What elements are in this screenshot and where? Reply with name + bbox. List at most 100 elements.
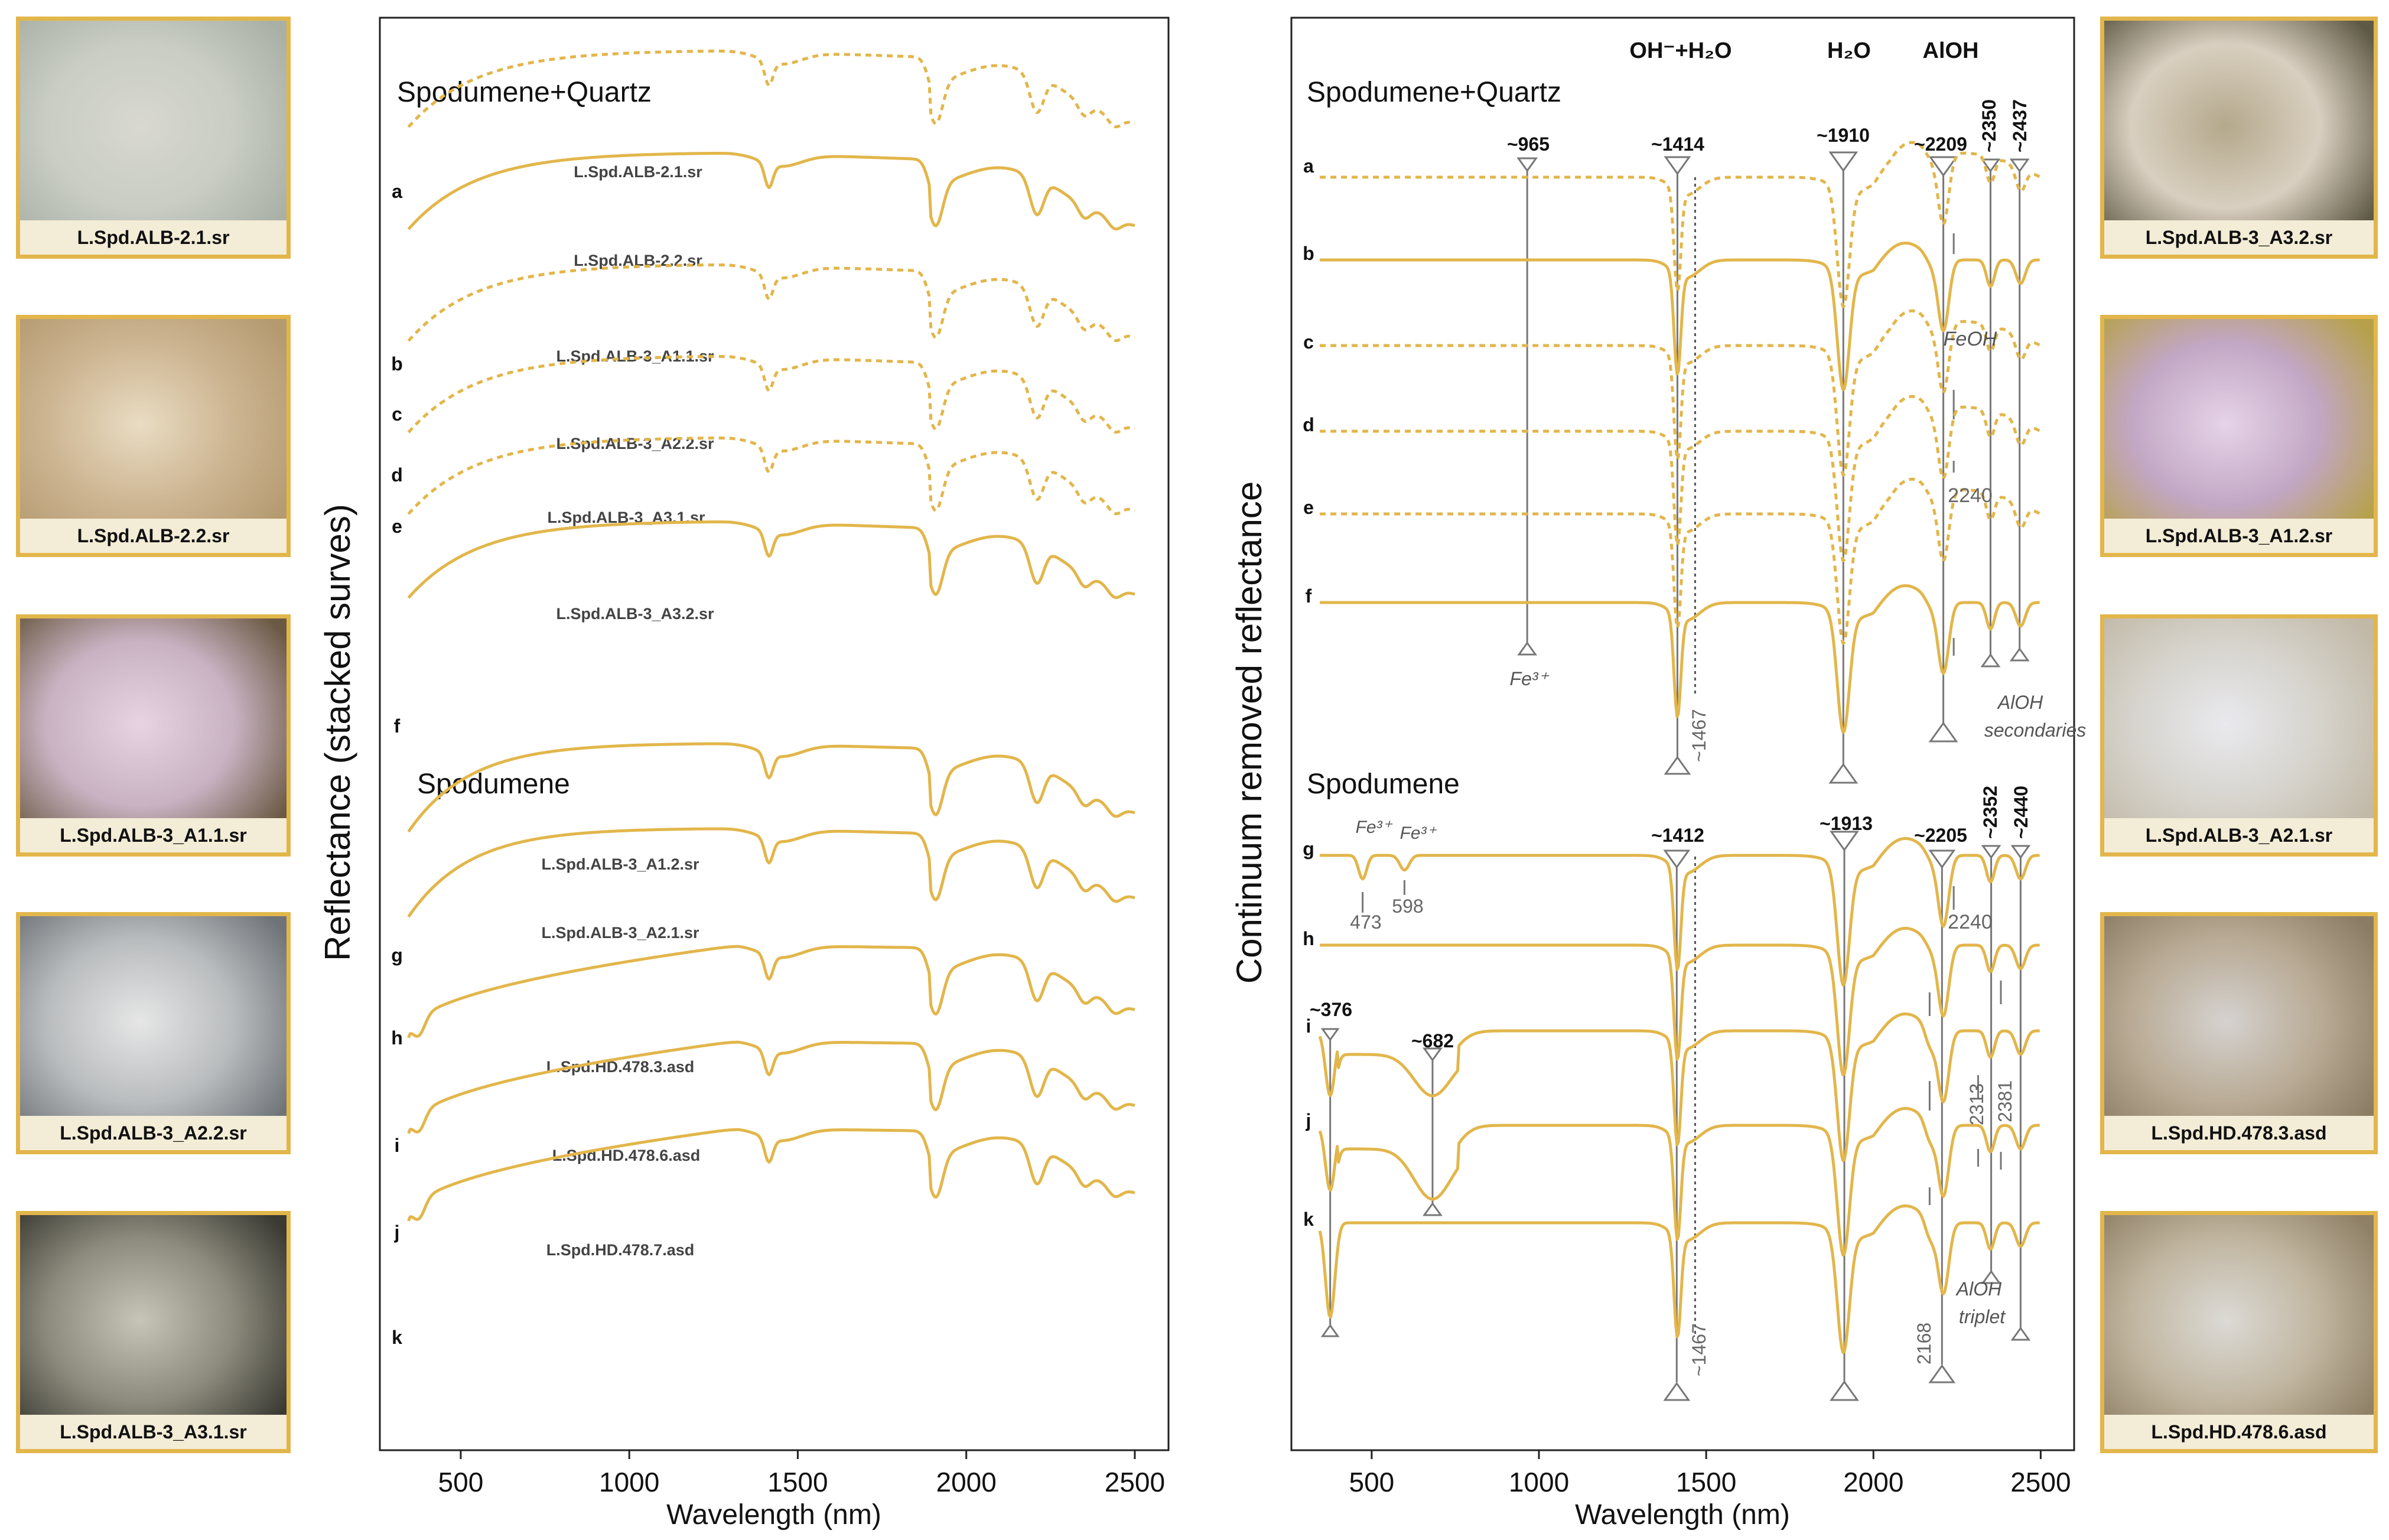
feature-label-2205: ~2205 (1914, 825, 1967, 846)
marker-tri-2437-bottom (2009, 647, 2030, 662)
left-series-letter: j (394, 1222, 400, 1243)
photo-label: L.Spd.ALB-3_A2.1.sr (2104, 818, 2374, 852)
left-series-letter: c (392, 403, 402, 425)
marker-tri-2350-bottom (1980, 653, 2001, 668)
left-x-tick-label: 1500 (767, 1467, 828, 1497)
left-series-letter: a (392, 181, 402, 202)
left-series-label: L.Spd.ALB-3_A3.2.sr (556, 605, 714, 623)
feature-label-682: ~682 (1411, 1030, 1454, 1051)
left-photo-5-frame: L.Spd.ALB-3_A3.1.sr (16, 1211, 291, 1453)
right-plot-frame (1290, 17, 2075, 1451)
left-series-label: L.Spd.ALB-2.1.sr (574, 163, 702, 181)
marker-tri-1913 (1830, 831, 1859, 852)
rock-photo (20, 319, 287, 553)
feature-label-1910: ~1910 (1817, 125, 1870, 146)
marker-tri-965 (1516, 157, 1538, 172)
marker-tri-2209 (1928, 156, 1958, 177)
feature-label-2440: ~2440 (2010, 786, 2032, 839)
marker-tri-2205 (1928, 849, 1956, 869)
feature-label-1412: ~1412 (1651, 825, 1704, 846)
right-photo-1: L.Spd.ALB-3_A3.2.sr (2100, 17, 2378, 259)
right-series-letter: j (1306, 1110, 1311, 1131)
marker-tri-2350 (1980, 158, 2001, 173)
right-series-line (1319, 309, 2040, 477)
right-series-line (1318, 1012, 2040, 1162)
left-series-label: L.Spd.ALB-3_A1.2.sr (541, 855, 699, 873)
right-photo-5: L.Spd.HD.478.6.asd (2100, 1211, 2378, 1453)
minor-2240-bottom: 2240 (1948, 911, 1993, 933)
left-x-tick-label: 500 (438, 1467, 484, 1497)
minor-aloh-sec: AlOH (1997, 692, 2043, 713)
left-photo-4-frame: L.Spd.ALB-3_A2.2.sr (16, 912, 291, 1154)
left-series-letter: b (391, 353, 403, 375)
left-y-axis-label: Reflectance (stacked surves) (318, 504, 357, 961)
photo-label: L.Spd.ALB-3_A1.2.sr (2104, 519, 2374, 553)
feature-label-1414: ~1414 (1651, 134, 1704, 155)
minor-2168: 2168 (1913, 1323, 1935, 1365)
left-series-line (407, 1128, 1135, 1222)
header-aloh: AlOH (1923, 38, 1979, 63)
marker-tri-2205-bottom (1928, 1364, 1956, 1383)
right-x-tick-label: 2500 (2010, 1467, 2071, 1497)
right-series-line (1319, 395, 2040, 562)
minor-fe3-top: Fe³⁺ (1510, 668, 1550, 689)
marker-tri-376-bottom (1320, 1324, 1340, 1337)
left-series-letter: i (395, 1135, 400, 1156)
minor-1467-top: ~1467 (1688, 709, 1710, 762)
right-x-tick-label: 1500 (1676, 1467, 1736, 1497)
marker-tri-376 (1320, 1028, 1340, 1041)
right-photo-1-frame: L.Spd.ALB-3_A3.2.sr (2100, 17, 2378, 259)
right-series-letter: h (1303, 928, 1314, 949)
left-series-letter: f (394, 715, 401, 737)
rock-photo (20, 1215, 287, 1449)
rock-photo (20, 21, 287, 255)
right-photo-5-frame: L.Spd.HD.478.6.asd (2100, 1211, 2378, 1453)
photo-label: L.Spd.ALB-2.2.sr (20, 519, 287, 553)
minor-feoh: FeOH (1944, 328, 1997, 350)
minor-triplet: triplet (1959, 1306, 2006, 1327)
left-photo-3: L.Spd.ALB-3_A1.1.sr (16, 614, 291, 857)
minor-2240-top: 2240 (1948, 484, 1993, 507)
right-series-letter: c (1303, 331, 1314, 353)
left-plot-frame (379, 17, 1170, 1451)
photo-label: L.Spd.HD.478.6.asd (2104, 1415, 2374, 1449)
left-series-line (407, 152, 1135, 231)
minor-473: 473 (1350, 911, 1381, 933)
marker-tri-682-bottom (1423, 1202, 1443, 1216)
marker-tri-1910-bottom (1828, 763, 1859, 784)
left-chart-panel: Spodumene+Quartz Spodumene Reflectance (… (318, 17, 1170, 1531)
right-x-tick-label: 500 (1349, 1467, 1395, 1497)
minor-fe3-b: Fe³⁺ (1400, 823, 1437, 843)
right-series-line (1319, 477, 2040, 645)
left-x-tick-label: 1000 (599, 1467, 659, 1497)
right-photo-3: L.Spd.ALB-3_A2.1.sr (2100, 614, 2378, 857)
minor-secondaries: secondaries (1984, 719, 2087, 741)
right-series-letter: k (1303, 1209, 1314, 1230)
left-series-line (407, 945, 1135, 1038)
right-chart-panel: Spodumene+Quartz Spodumene Continuum rem… (1229, 17, 2087, 1531)
marker-tri-682 (1423, 1047, 1443, 1062)
left-x-tick-label: 2000 (936, 1467, 997, 1497)
left-photo-1: L.Spd.ALB-2.1.sr (16, 17, 291, 259)
rock-photo (2104, 1215, 2374, 1449)
photo-label: L.Spd.ALB-3_A3.2.sr (2104, 220, 2374, 255)
rock-photo (20, 916, 287, 1150)
left-series-letter: k (392, 1327, 402, 1348)
minor-2313: 2313 (1966, 1083, 1987, 1125)
left-group-title-spq: Spodumene+Quartz (397, 77, 652, 108)
right-series-line (1319, 927, 2040, 1076)
left-series-letter: g (391, 945, 403, 966)
left-series-letter: d (391, 464, 403, 486)
feature-label-376: ~376 (1310, 999, 1352, 1020)
marker-tri-965-bottom (1517, 641, 1538, 656)
right-x-tick-label: 2000 (1843, 1467, 1903, 1497)
left-photo-3-frame: L.Spd.ALB-3_A1.1.sr (16, 614, 291, 857)
minor-1467-bottom: ~1467 (1688, 1323, 1710, 1376)
photo-label: L.Spd.ALB-2.1.sr (20, 220, 287, 255)
marker-tri-1412-bottom (1663, 1382, 1691, 1401)
photo-label: L.Spd.HD.478.3.asd (2104, 1116, 2374, 1150)
right-group-title-spq: Spodumene+Quartz (1307, 77, 1561, 108)
right-series-line (1319, 141, 2040, 308)
right-series-letter: a (1303, 155, 1314, 177)
